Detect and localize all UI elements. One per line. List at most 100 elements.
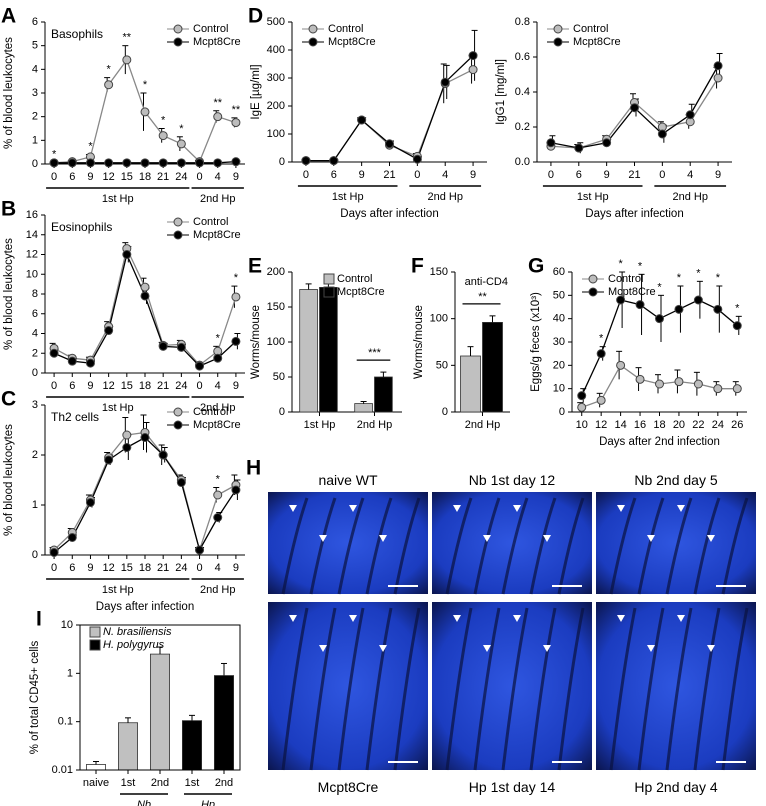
y-tick-label: 300 — [267, 72, 285, 84]
x-tick-label: 6 — [331, 169, 337, 181]
y-tick-label: 1 — [32, 134, 38, 146]
y-axis-title: IgG1 [mg/ml] — [495, 59, 507, 125]
legend-marker — [588, 287, 598, 297]
x-tick-label: 18 — [139, 380, 151, 392]
villus — [637, 607, 665, 771]
arrowhead — [483, 645, 491, 652]
data-point — [213, 490, 223, 500]
group-label: Nb — [137, 799, 151, 806]
panel-label: D — [248, 5, 263, 28]
x-tick-label: 9 — [87, 562, 93, 574]
x-tick-label: 26 — [731, 419, 743, 431]
data-point — [213, 353, 223, 363]
legend-label: Control — [193, 216, 228, 228]
micrograph-caption: naive WT — [318, 472, 378, 488]
data-point — [616, 295, 626, 305]
legend-marker — [173, 217, 183, 227]
x-tick-label: 18 — [139, 171, 151, 183]
y-tick-label: 0 — [442, 406, 448, 418]
significance: ** — [213, 97, 222, 109]
x-tick-label: 2nd — [215, 777, 233, 789]
data-point — [213, 112, 223, 122]
legend-marker — [308, 37, 318, 47]
x-tick-label: 22 — [692, 419, 704, 431]
bar — [299, 289, 318, 413]
x-tick-label: 14 — [614, 419, 626, 431]
x-tick-label: 0 — [196, 380, 202, 392]
y-tick-label: 5 — [32, 40, 38, 52]
data-point — [685, 110, 695, 120]
arrowhead — [513, 505, 521, 512]
arrowhead — [483, 535, 491, 542]
x-tick-label: naive — [83, 777, 109, 789]
x-tick-label: 0 — [414, 169, 420, 181]
x-tick-label: 4 — [687, 169, 693, 181]
x-tick-label: 18 — [653, 419, 665, 431]
arrowhead — [707, 645, 715, 652]
villus — [693, 607, 721, 771]
y-tick-label: 200 — [267, 100, 285, 112]
significance: * — [106, 64, 111, 76]
panel-label: F — [411, 255, 424, 278]
data-point — [468, 51, 478, 61]
data-point — [122, 55, 132, 65]
arrowhead — [647, 645, 655, 652]
micrograph — [596, 602, 756, 770]
x-tick-label: 0 — [659, 169, 665, 181]
data-point — [713, 384, 723, 394]
bar — [86, 764, 107, 771]
legend-label: N. brasiliensis — [103, 626, 172, 638]
micrograph-caption: Nb 2nd day 5 — [634, 472, 717, 488]
group-label: 2nd Hp — [200, 584, 235, 596]
panel-label: H — [246, 457, 261, 480]
group-label: 1st Hp — [102, 193, 134, 205]
y-tick-label: 2 — [32, 111, 38, 123]
data-point — [176, 478, 186, 487]
data-point — [412, 154, 422, 164]
y-tick-label: 150 — [430, 266, 448, 278]
y-tick-label: 12 — [26, 249, 38, 261]
legend-marker — [588, 274, 598, 284]
y-tick-label: 1 — [67, 667, 73, 679]
data-point — [176, 342, 186, 352]
legend-marker — [173, 37, 183, 47]
chart-title: Eosinophils — [51, 220, 112, 234]
data-point — [85, 498, 95, 507]
arrowhead — [677, 615, 685, 622]
y-tick-label: 8 — [32, 288, 38, 300]
legend-marker — [173, 407, 183, 417]
x-tick-label: 9 — [359, 169, 365, 181]
data-point — [49, 158, 59, 168]
x-tick-label: 0 — [196, 171, 202, 183]
x-tick-label: 15 — [121, 562, 133, 574]
villus — [309, 607, 337, 771]
legend-label: Control — [573, 23, 608, 35]
x-tick-label: 2nd Hp — [357, 419, 392, 431]
data-point — [231, 485, 241, 495]
legend-swatch — [89, 626, 101, 638]
data-point — [85, 158, 95, 168]
bar — [181, 720, 202, 771]
arrowhead — [543, 645, 551, 652]
x-tick-label: 9 — [87, 171, 93, 183]
y-tick-label: 100 — [267, 128, 285, 140]
legend-label: Mcpt8Cre — [193, 419, 241, 431]
x-tick-label: 4 — [442, 169, 448, 181]
group-label: 1st Hp — [577, 191, 609, 203]
legend-label: Mcpt8Cre — [608, 286, 656, 298]
x-tick-label: 6 — [69, 171, 75, 183]
y-tick-label: 0 — [279, 156, 285, 168]
villus — [609, 607, 637, 771]
data-point — [122, 250, 132, 259]
y-tick-label: 20 — [553, 359, 565, 371]
micrograph-caption: Mcpt8Cre — [318, 779, 379, 795]
y-tick-label: 3 — [32, 87, 38, 99]
x-tick-label: 2nd — [151, 777, 169, 789]
y-tick-label: 100 — [430, 313, 448, 325]
legend-label: Mcpt8Cre — [328, 36, 376, 48]
data-point — [385, 139, 394, 149]
arrowhead — [289, 615, 297, 622]
x-tick-label: 6 — [69, 562, 75, 574]
x-tick-label: 4 — [215, 380, 221, 392]
villus — [665, 607, 693, 771]
